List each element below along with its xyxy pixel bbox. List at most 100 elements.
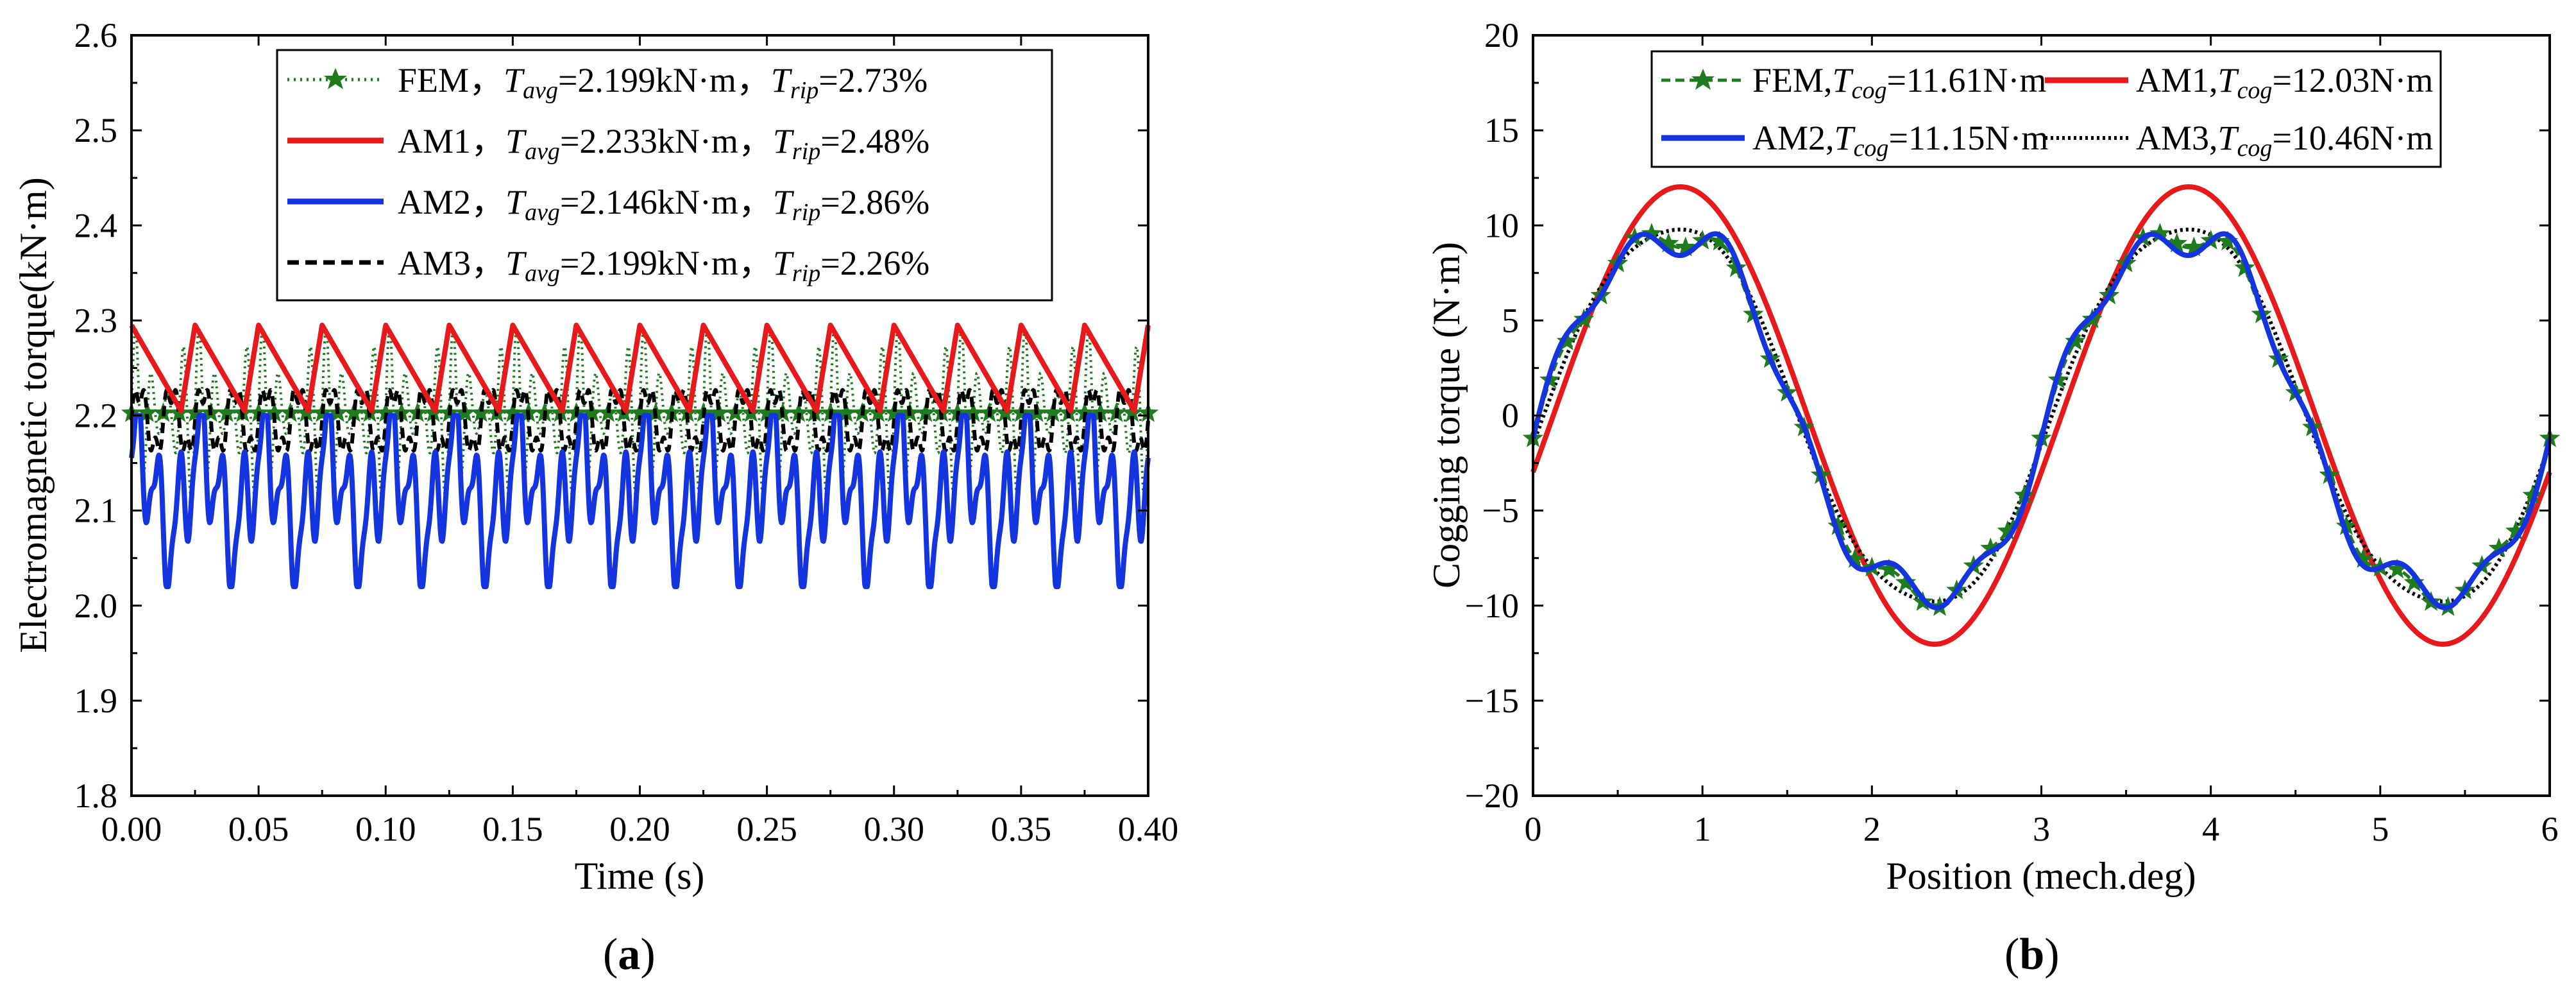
legend-a-t: T [505,122,527,160]
chart-b-ticks [1532,34,2551,797]
legend-a-avg-sub: avg [525,138,560,165]
legend-a-am2-text: AM2，Tavg=2.146kN·m，Trip=2.86% [398,183,929,226]
legend-a-fem-text: FEM，Tavg=2.199kN·m，Trip=2.73% [398,61,928,104]
legend-a-am3-label: AM3， [398,244,505,282]
legend-b-cog-sub: cog [2237,77,2273,104]
legend-a-t: T [773,183,795,221]
chart-a-fem-marker [709,402,730,422]
panel-b-caption: (b) [2004,930,2060,979]
chart-b-xtick-label: 5 [2371,810,2389,848]
chart-a-fem-marker [756,402,777,422]
legend-a-am3-avg: =2.199kN·m， [560,244,773,282]
chart-a-fem-marker [915,402,936,422]
legend-a-t: T [505,244,527,282]
legend-a-am1-rip: =2.48% [820,122,929,160]
panel-a-caption: (a) [603,930,656,979]
legend-b-fem-star-icon [1691,69,1715,90]
chart-a-xtick-label: 0.15 [482,810,543,848]
chart-a-ytick-label: 2.5 [74,111,118,150]
chart-b-tick-labels: 0 1 2 3 4 5 6 −20 −15 −10 −5 0 5 10 15 20 [1465,16,2559,848]
chart-b-fem-marker [1895,572,1917,592]
chart-b-ytick-label: 10 [1484,206,1519,244]
chart-a: 0.00 0.05 0.10 0.15 0.20 0.25 0.30 0.35 0.40 1.8 1… [12,16,1178,979]
chart-a-fem-marker [1042,402,1063,422]
chart-b-ytick-label: 15 [1484,111,1519,150]
chart-a-ytick-label: 1.9 [74,682,118,720]
legend-a-fem-label: FEM， [398,61,504,99]
legend-b-t: T [2218,61,2240,99]
chart-b-series [1522,184,2561,647]
legend-b-cog-sub: cog [1852,77,1887,104]
legend-a-am1-label: AM1， [398,122,505,160]
chart-b-ytick-label: 5 [1502,301,1519,339]
legend-b-t: T [1833,61,1854,99]
legend-a-fem: FEM，Tavg=2.199kN·m，Trip=2.73% [287,61,928,104]
legend-b-am1: AM1,Tcog=12.03N·m [2045,61,2433,104]
chart-a-ytick-label: 2.4 [74,206,118,244]
chart-a-xtick-label: 0.05 [228,810,289,848]
legend-a-fem-star-icon [324,68,347,89]
legend-b-fem: FEM,Tcog=11.61N·m [1661,61,2046,104]
legend-a-fem-rip: =2.73% [818,61,928,99]
chart-b-fem-marker [1827,515,1849,535]
legend-a-rip-sub: rip [792,260,820,287]
legend-b-am3: AM3,Tcog=10.46N·m [2045,119,2433,162]
chart-b-ytick-label: 20 [1484,16,1519,55]
legend-a-rip-sub: rip [792,138,820,165]
chart-b-ytick-label: −20 [1465,776,1519,815]
legend-a-am1-avg: =2.233kN·m， [560,122,773,160]
legend-b-t: T [1835,119,1856,157]
chart-b-fem-marker [2488,537,2509,558]
chart-b-fem-marker [2217,230,2239,251]
chart-b-xtick-label: 6 [2541,810,2559,848]
legend-b-am2: AM2,Tcog=11.15N·m [1661,119,2048,162]
legend-a-avg-sub: avg [523,77,558,104]
legend-a-t: T [771,61,793,99]
chart-b: 0 1 2 3 4 5 6 −20 −15 −10 −5 0 5 10 15 20 Position (mec… [1425,16,2561,979]
chart-b-fem-marker [2166,232,2187,253]
legend-a-avg-sub: avg [525,260,560,287]
legend-b-am3-label: AM3, [2136,119,2218,157]
chart-b-fem-marker [2353,548,2374,568]
legend-a-t: T [773,122,795,160]
legend-b-am1-label: AM1, [2136,61,2218,99]
legend-b-am1-text: AM1,Tcog=12.03N·m [2136,61,2433,104]
legend-a-t: T [773,244,795,282]
panel-a-letter: a [618,930,640,979]
legend-a-t: T [505,183,527,221]
chart-b-fem-marker [2505,520,2527,540]
chart-a-xtick-label: 0.20 [609,810,670,848]
legend-b-fem-cog: =11.61N·m [1886,61,2046,99]
chart-a-fem-marker [264,402,285,422]
chart-b-fem-marker [1556,330,1577,350]
legend-a-am1-text: AM1，Tavg=2.233kN·m，Trip=2.48% [398,122,929,165]
chart-a-fem-marker [582,402,603,422]
chart-b-fem-marker [2387,558,2408,579]
chart-b-series-am2 [1530,231,2552,610]
chart-b-ytick-label: −10 [1465,587,1519,625]
chart-b-legend-box [1650,50,2442,168]
legend-a-t: T [504,61,525,99]
chart-b-fem-marker [2335,515,2357,535]
legend-a-am2-avg: =2.146kN·m， [560,183,773,221]
legend-a-am2-rip: =2.86% [820,183,929,221]
chart-b-fem-marker [2403,572,2425,592]
legend-b-fem-text: FEM,Tcog=11.61N·m [1752,61,2046,104]
chart-a-ytick-label: 2.0 [74,587,118,625]
chart-b-fem-marker [1675,236,1696,257]
legend-b-fem-label: FEM, [1752,61,1833,99]
legend-b-am1-cog: =12.03N·m [2272,61,2433,99]
chart-a-tick-labels: 0.00 0.05 0.10 0.15 0.20 0.25 0.30 0.35 0.40 1.8 1… [74,16,1179,848]
chart-b-fem-marker [1980,537,2001,558]
chart-a-xtick-label: 0.00 [101,810,162,848]
chart-a-xtick-label: 0.25 [736,810,797,848]
legend-b-am2-cog: =11.15N·m [1888,119,2048,157]
chart-b-xtick-label: 0 [1525,810,1542,848]
chart-a-ticks [130,34,1149,797]
chart-a-fem-marker [883,402,904,422]
chart-a-xlabel: Time (s) [575,855,705,897]
chart-a-ytick-label: 2.3 [74,301,118,339]
legend-a-am2-label: AM2， [398,183,505,221]
chart-b-fem-marker [1641,223,1663,243]
